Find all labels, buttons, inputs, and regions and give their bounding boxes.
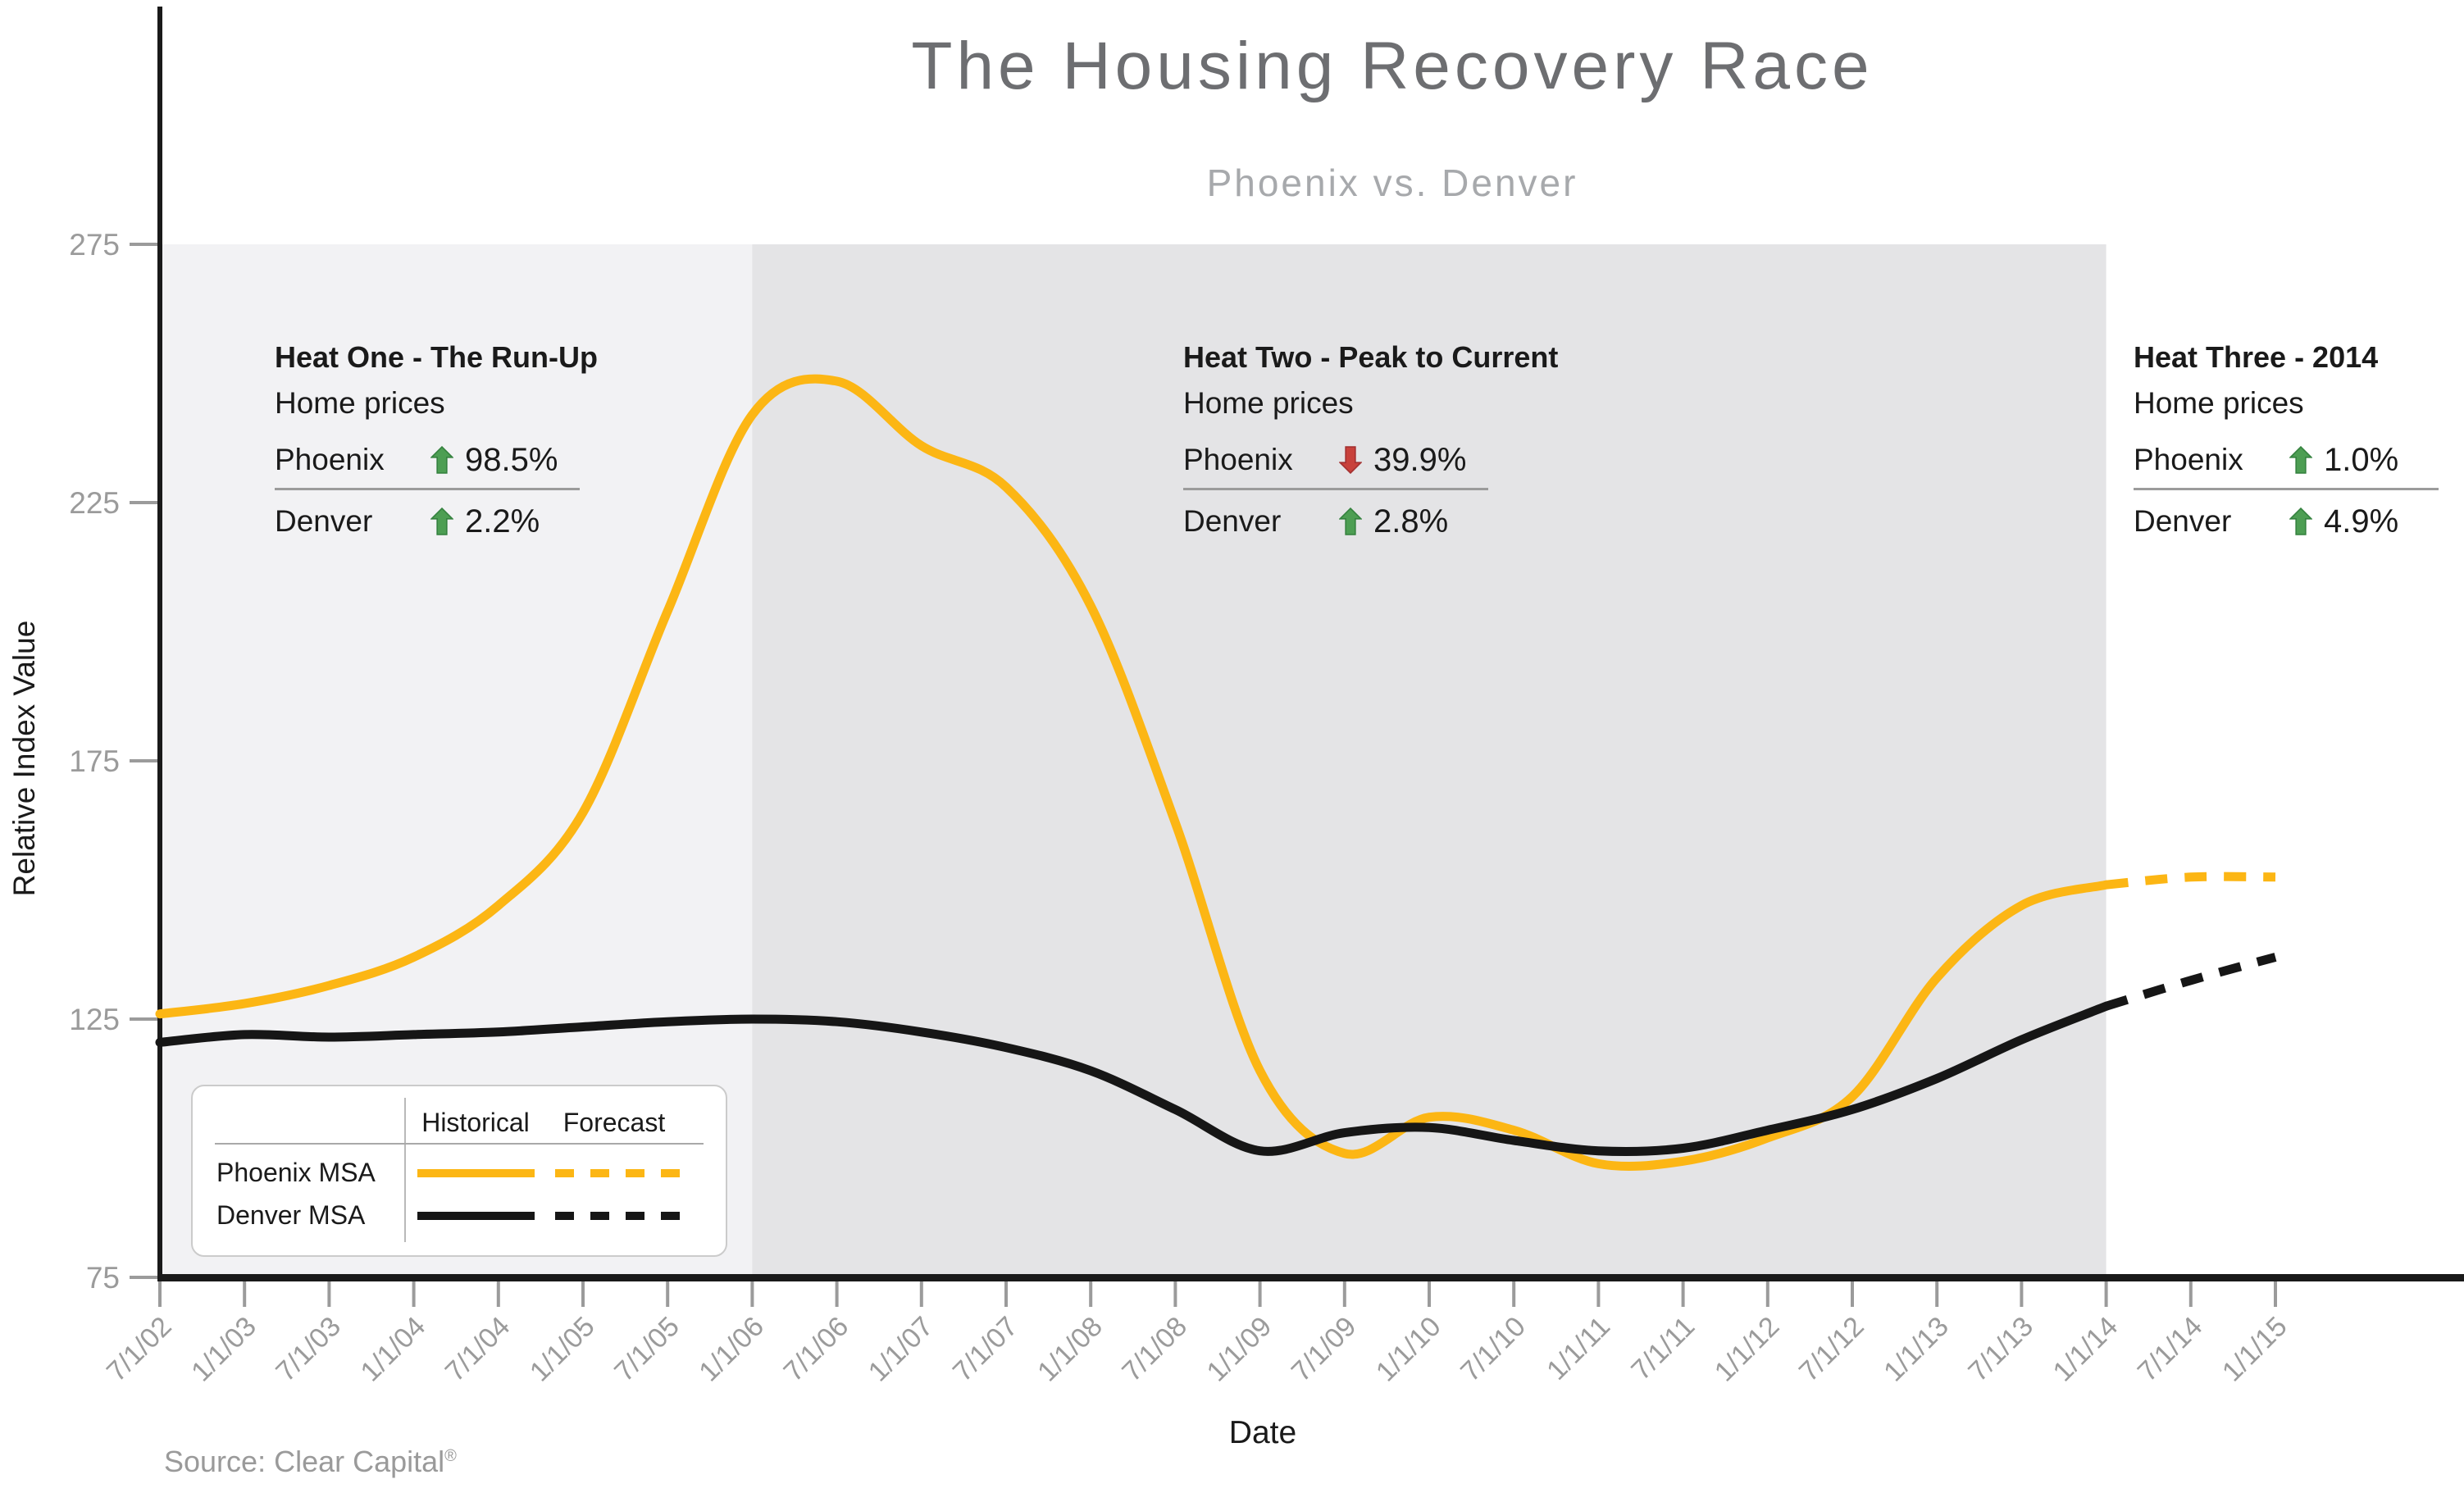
legend-header-rule (215, 1143, 704, 1145)
annotation-row: Phoenix 98.5% (275, 441, 558, 478)
legend: Historical Forecast Phoenix MSA Denver M… (191, 1085, 727, 1257)
x-tick-label: 1/1/09 (1201, 1311, 1278, 1388)
x-tick-label: 1/1/15 (2216, 1311, 2293, 1388)
trend-up-icon (1339, 507, 1362, 535)
x-tick-label: 1/1/10 (1370, 1311, 1447, 1388)
trend-up-icon (2289, 507, 2312, 535)
legend-swatch-denver-historical (417, 1212, 535, 1220)
annotation-row: Denver 2.8% (1183, 503, 1449, 539)
x-tick-label: 1/1/06 (693, 1311, 770, 1388)
x-tick-label: 1/1/07 (863, 1311, 940, 1388)
legend-col-historical: Historical (421, 1108, 530, 1137)
annotation-subtitle: Home prices (275, 386, 445, 420)
y-tick-label: 175 (69, 744, 120, 778)
legend-swatch-phoenix-historical (417, 1169, 535, 1177)
legend-label-phoenix: Phoenix MSA (216, 1158, 376, 1187)
x-tick-label: 7/1/14 (2132, 1311, 2209, 1388)
source-credit: Source: Clear Capital® (164, 1445, 457, 1478)
denver-msa-forecast-line (2104, 953, 2277, 1011)
annotation-divider (2134, 488, 2439, 490)
trend-up-icon (2289, 446, 2312, 474)
y-tick-label: 125 (69, 1003, 120, 1036)
x-axis-ticks: 7/1/02 1/1/03 7/1/03 1/1/04 7/1/04 1/1/05 7/1/… (101, 1281, 2293, 1388)
annotation-subtitle: Home prices (2134, 386, 2304, 420)
legend-label-denver: Denver MSA (216, 1200, 366, 1230)
x-tick-label: 7/1/11 (1625, 1311, 1701, 1386)
x-tick-label: 1/1/08 (1032, 1311, 1109, 1388)
x-tick-label: 1/1/05 (524, 1311, 601, 1388)
x-tick-label: 7/1/09 (1286, 1311, 1363, 1388)
legend-swatch-denver-forecast (555, 1212, 683, 1220)
annotation-heat-one: Heat One - The Run-Up Home prices Phoeni… (275, 339, 598, 541)
annotation-divider (1183, 488, 1488, 490)
x-tick-label: 7/1/10 (1455, 1311, 1532, 1388)
x-tick-label: 1/1/12 (1709, 1311, 1786, 1388)
x-tick-label: 7/1/05 (608, 1311, 685, 1388)
trend-up-icon (430, 446, 453, 474)
x-tick-label: 7/1/07 (947, 1311, 1024, 1388)
phoenix-msa-forecast-line (2106, 872, 2276, 890)
y-axis-label: Relative Index Value (7, 620, 41, 897)
annotation-subtitle: Home prices (1183, 386, 1354, 420)
y-tick-label: 225 (69, 486, 120, 520)
trend-down-icon (1339, 446, 1362, 474)
legend-col-forecast: Forecast (562, 1108, 666, 1137)
y-tick-label: 75 (86, 1261, 120, 1295)
x-axis-line (157, 1274, 2464, 1281)
x-tick-label: 1/1/03 (185, 1311, 262, 1388)
denver-msa-historical-line (155, 1001, 2111, 1156)
x-tick-label: 1/1/11 (1541, 1311, 1616, 1386)
annotation-row: Denver 4.9% (2134, 503, 2399, 539)
annotation-row: Denver 2.2% (275, 503, 540, 539)
y-axis-line (157, 7, 162, 1281)
annotation-title: Heat One - The Run-Up (275, 340, 598, 374)
x-tick-label: 7/1/08 (1116, 1311, 1193, 1388)
annotation-heat-two: Heat Two - Peak to Current Home prices P… (1183, 339, 1559, 541)
chart-subtitle: Phoenix vs. Denver (1206, 162, 1578, 204)
x-tick-label: 7/1/03 (270, 1311, 347, 1388)
y-tick-label: 275 (69, 228, 120, 262)
x-tick-label: 1/1/14 (2047, 1311, 2125, 1388)
annotation-title: Heat Two - Peak to Current (1183, 340, 1559, 374)
annotation-heat-three: Heat Three - 2014 Home prices Phoenix 1.… (2134, 339, 2439, 541)
x-tick-label: 7/1/06 (778, 1311, 855, 1388)
chart-title: The Housing Recovery Race (911, 29, 1874, 103)
x-tick-label: 7/1/13 (1962, 1311, 2039, 1388)
legend-divider (404, 1098, 406, 1242)
annotation-divider (275, 488, 580, 490)
annotation-row: Phoenix 1.0% (2134, 441, 2399, 478)
trend-up-icon (430, 507, 453, 535)
annotation-row: Phoenix 39.9% (1183, 441, 1467, 478)
x-tick-label: 1/1/04 (355, 1311, 432, 1388)
phoenix-msa-historical-line (155, 374, 2111, 1172)
x-tick-label: 1/1/13 (1878, 1311, 1955, 1388)
x-axis-label: Date (1228, 1415, 1297, 1450)
x-tick-label: 7/1/02 (101, 1311, 178, 1388)
y-axis-ticks: 275 225 175 125 75 (69, 228, 157, 1295)
x-tick-label: 7/1/04 (440, 1311, 517, 1388)
x-tick-label: 7/1/12 (1793, 1311, 1870, 1388)
legend-swatch-phoenix-forecast (555, 1169, 683, 1177)
annotation-title: Heat Three - 2014 (2134, 340, 2379, 374)
